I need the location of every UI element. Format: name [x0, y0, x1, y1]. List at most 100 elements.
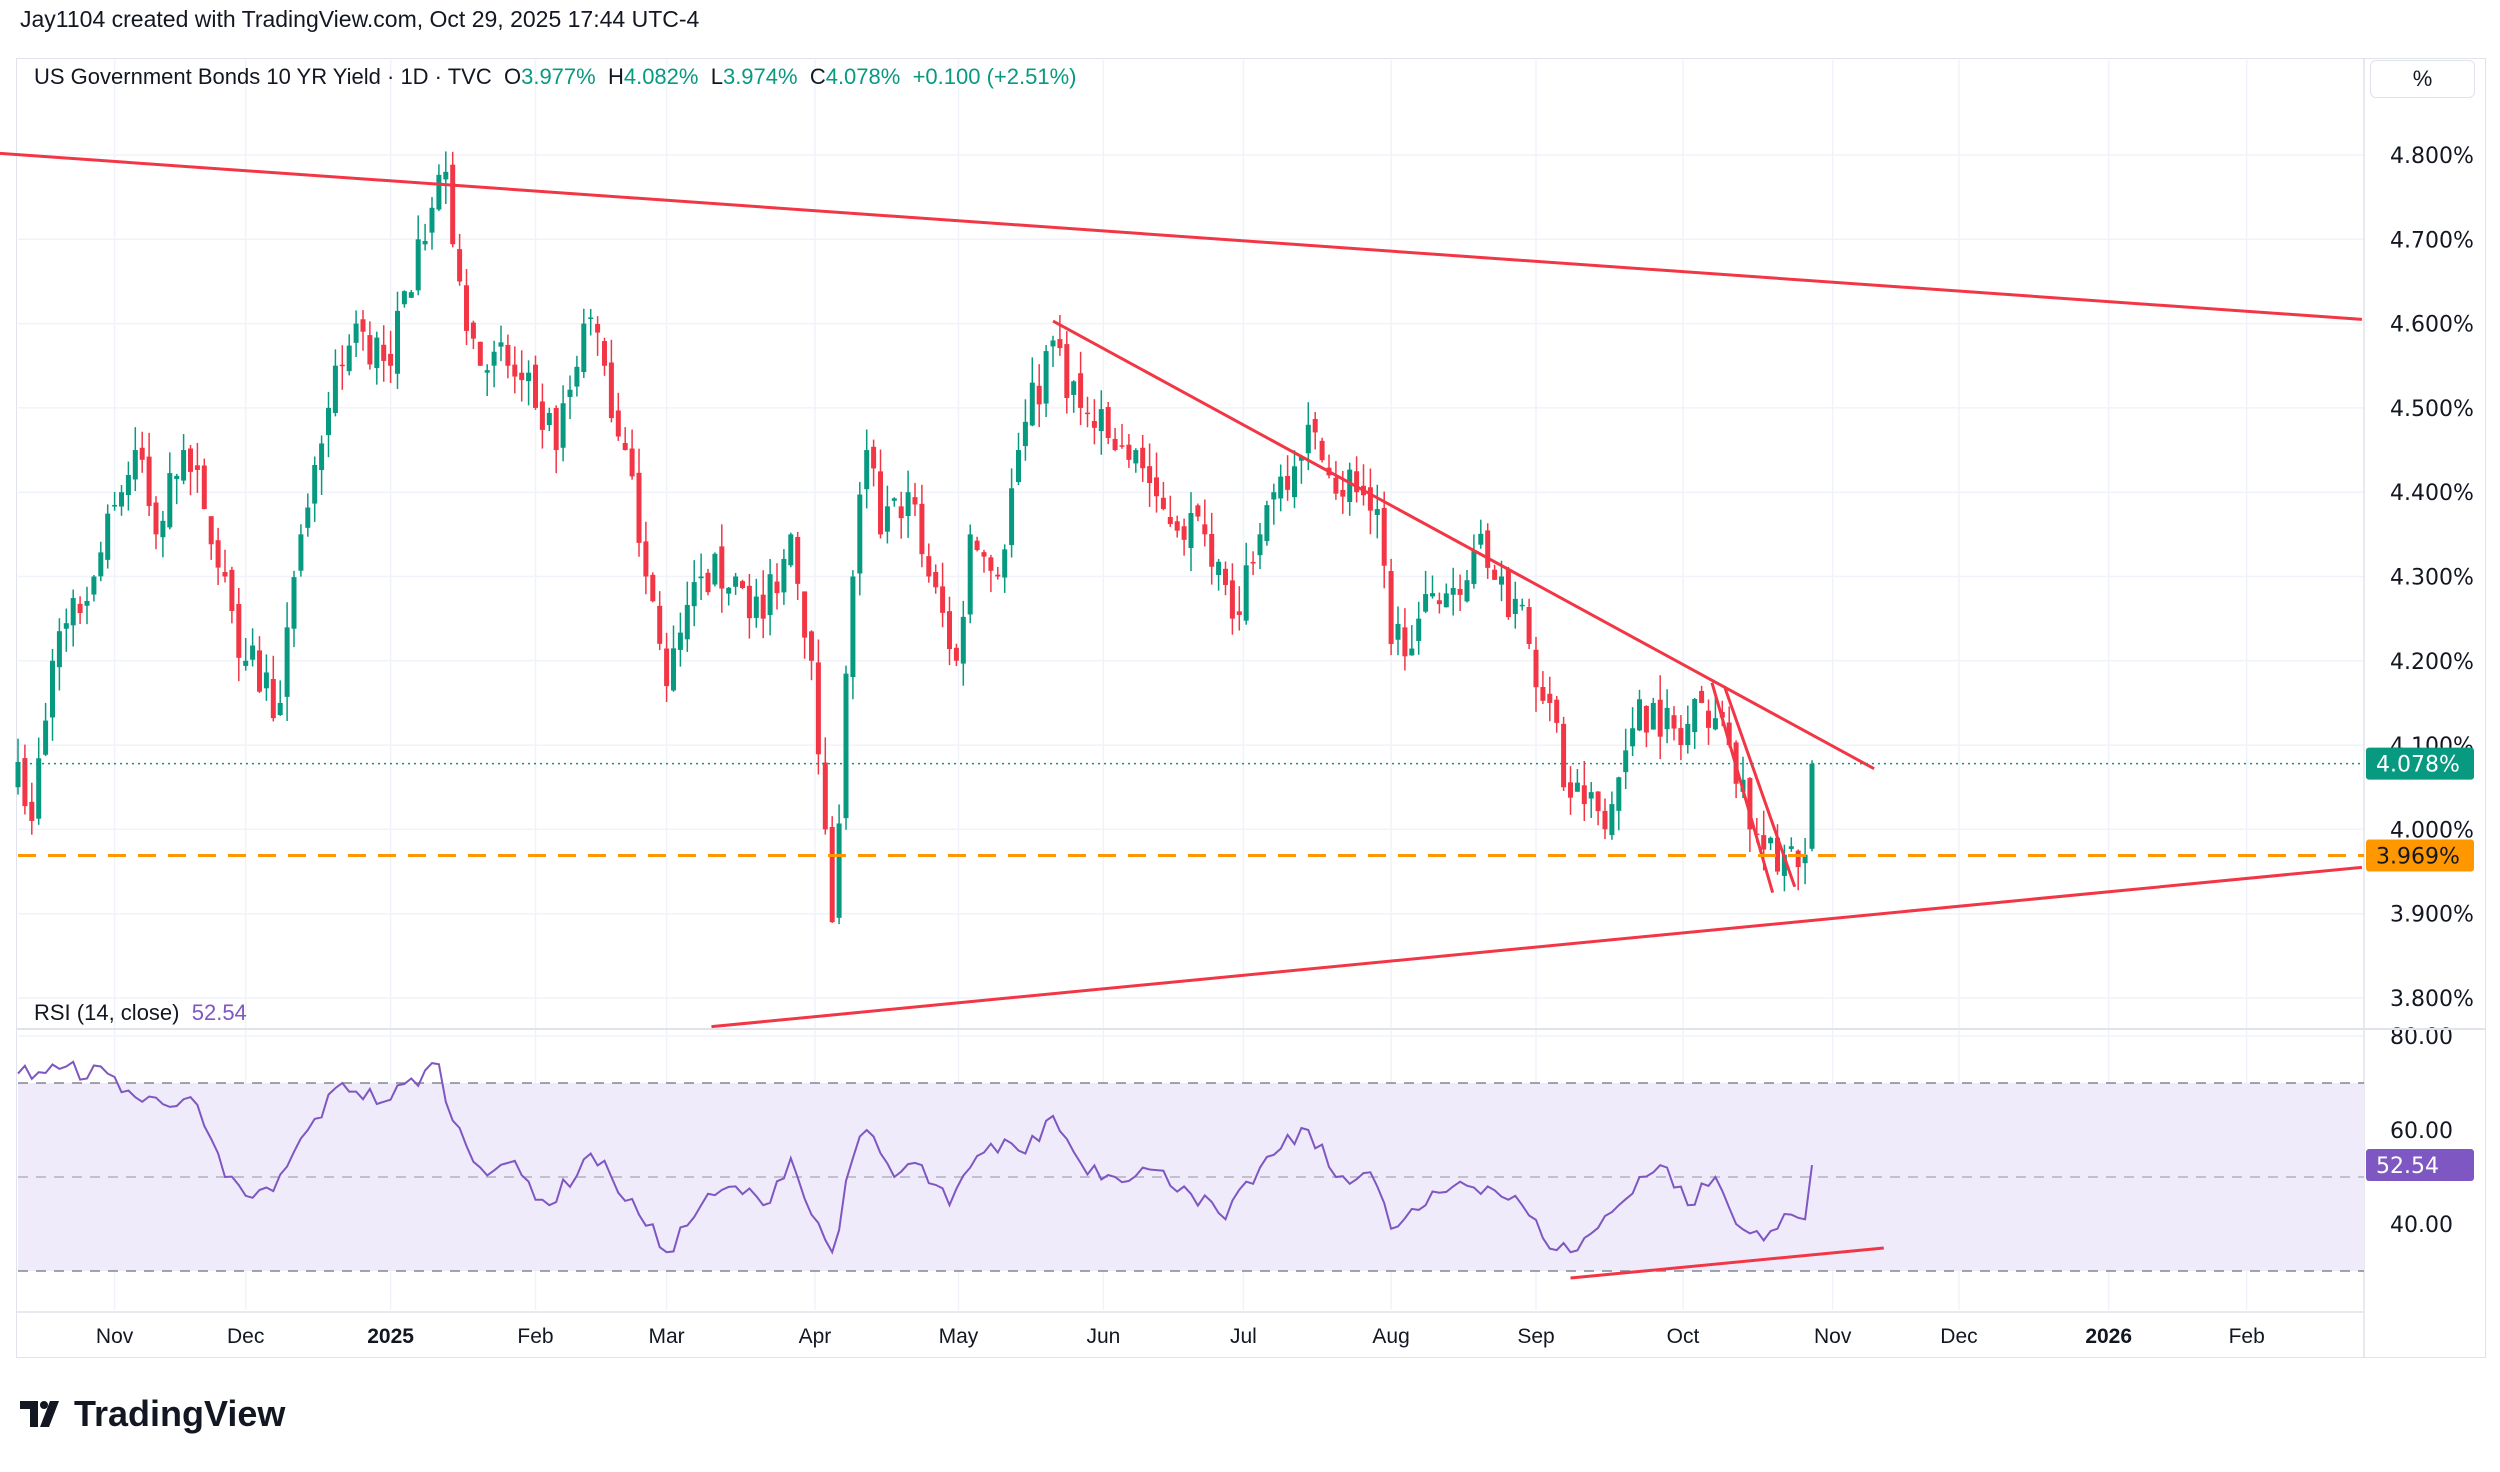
candle-body: [153, 502, 159, 535]
candle-body: [1547, 693, 1553, 703]
candle-body: [450, 164, 456, 245]
candle-body: [1271, 492, 1277, 500]
candle-body: [602, 341, 607, 366]
candle-body: [995, 574, 1001, 577]
candle-body: [857, 494, 863, 574]
candle-body: [809, 631, 814, 661]
candle-body: [1374, 509, 1380, 516]
candle-body: [243, 660, 249, 666]
candle-body: [836, 823, 842, 918]
candle-body: [1492, 569, 1498, 580]
rsi-legend: RSI (14, close) 52.54: [34, 1000, 247, 1026]
time-tick-label: Aug: [1372, 1325, 1409, 1348]
candle-body: [726, 587, 732, 594]
candle-body: [981, 552, 987, 557]
chart-credit: Jay1104 created with TradingView.com, Oc…: [20, 6, 700, 32]
candle-body: [1499, 576, 1504, 585]
candle-body: [1174, 521, 1180, 531]
candle-body: [194, 465, 200, 470]
candle-body: [1712, 718, 1718, 730]
candle-body: [1533, 649, 1539, 688]
candle-body: [1312, 419, 1318, 433]
candle-body: [1416, 618, 1422, 641]
candle-body: [1726, 722, 1732, 746]
candle-body: [119, 492, 124, 507]
candle-body: [884, 506, 890, 532]
candle-body: [1243, 565, 1249, 621]
time-tick-label: 2026: [2085, 1325, 2132, 1348]
candle-body: [1650, 702, 1656, 730]
low-label: L: [710, 64, 723, 89]
tradingview-logo[interactable]: TradingView: [20, 1393, 285, 1435]
symbol-title[interactable]: US Government Bonds 10 YR Yield · 1D · T…: [34, 64, 492, 89]
rsi-tick-label: 40.00: [2390, 1213, 2453, 1238]
candle-body: [615, 410, 621, 437]
candle-body: [222, 572, 228, 577]
candle-body: [1526, 607, 1532, 644]
candle-body: [1678, 728, 1684, 746]
candle-body: [1340, 489, 1346, 497]
candle-body: [1609, 804, 1615, 836]
rsi-label[interactable]: RSI (14, close): [34, 1000, 180, 1025]
candle-body: [1657, 699, 1663, 737]
candle-body: [1781, 854, 1787, 876]
candle-body: [15, 761, 21, 788]
candle-body: [664, 648, 670, 687]
candle-body: [795, 536, 801, 584]
candle-body: [553, 407, 559, 451]
chart-frame: [16, 58, 2486, 1358]
candle-body: [1595, 791, 1601, 812]
candle-body: [1643, 706, 1649, 733]
candle-body: [629, 448, 635, 477]
candle-body: [1064, 344, 1070, 399]
candle-body: [388, 353, 394, 366]
candle-body: [871, 446, 877, 469]
rsi-value-badge-bg: [2366, 1149, 2474, 1182]
time-tick-label: Oct: [1667, 1325, 1700, 1348]
candle-body: [1160, 497, 1166, 510]
candle-body: [1181, 526, 1187, 540]
candle-body: [339, 364, 345, 367]
tradingview-logo-icon: [20, 1401, 59, 1427]
candle-body: [1285, 475, 1291, 490]
candle-body: [767, 574, 773, 616]
candle-body: [512, 364, 518, 377]
candle-body: [160, 520, 166, 538]
candle-body: [277, 702, 283, 715]
candle-body: [1223, 568, 1228, 585]
candle-body: [850, 576, 856, 678]
candle-body: [105, 513, 111, 560]
candle-body: [167, 473, 173, 528]
candle-body: [498, 342, 504, 347]
candle-body: [705, 572, 711, 593]
candle-body: [291, 577, 297, 629]
candle-body: [898, 506, 904, 519]
candle-body: [1140, 447, 1146, 469]
price-tick-label: 3.800%: [2390, 987, 2474, 1012]
candle-body: [905, 492, 911, 516]
candle-body: [1022, 421, 1028, 447]
candle-body: [1078, 373, 1084, 408]
candle-body: [201, 465, 207, 510]
candle-body: [1471, 551, 1477, 584]
time-tick-label: Mar: [649, 1325, 685, 1348]
candle-body: [505, 344, 511, 366]
candle-body: [401, 291, 407, 305]
candle-body: [940, 586, 946, 613]
candle-body: [1706, 710, 1711, 728]
candle-body: [843, 673, 849, 819]
candle-body: [677, 632, 683, 650]
candle-body: [208, 516, 214, 545]
candle-body: [1809, 763, 1815, 849]
candle-body: [1278, 476, 1284, 499]
high-value: 4.082%: [623, 64, 699, 89]
candle-body: [684, 604, 690, 640]
time-tick-label: Nov: [1814, 1325, 1852, 1348]
candle-body: [1457, 588, 1463, 595]
candle-body: [933, 571, 939, 588]
candle-body: [1519, 604, 1525, 607]
last-price-badge: 4.078%: [2376, 753, 2460, 778]
candle-body: [1395, 623, 1401, 640]
percent-scale-button[interactable]: %: [2370, 60, 2475, 98]
